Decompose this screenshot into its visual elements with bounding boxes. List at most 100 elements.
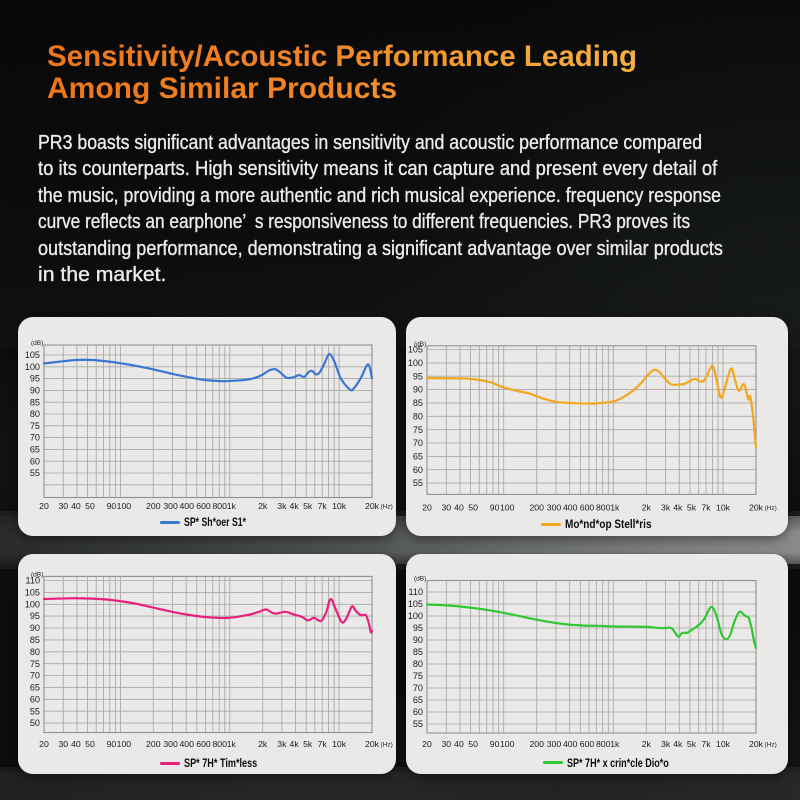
svg-text:50: 50 (85, 501, 95, 511)
svg-text:50: 50 (468, 503, 478, 513)
svg-text:70: 70 (30, 671, 40, 681)
svg-text:10k: 10k (332, 501, 347, 511)
svg-text:200: 200 (529, 503, 544, 513)
svg-text:55: 55 (413, 719, 423, 729)
svg-text:55: 55 (413, 478, 423, 488)
svg-text:(dB): (dB) (414, 576, 426, 583)
svg-text:65: 65 (413, 695, 423, 705)
svg-text:7k: 7k (701, 503, 711, 513)
svg-text:100: 100 (500, 503, 515, 513)
svg-text:200: 200 (146, 739, 161, 749)
svg-text:2k: 2k (258, 501, 268, 511)
svg-text:80: 80 (413, 411, 423, 421)
svg-text:90: 90 (413, 635, 423, 645)
svg-text:110: 110 (409, 587, 424, 597)
svg-text:85: 85 (30, 397, 40, 407)
svg-text:(Hz): (Hz) (765, 742, 777, 749)
svg-text:95: 95 (413, 623, 423, 633)
svg-text:90: 90 (107, 501, 117, 511)
svg-text:2k: 2k (258, 739, 268, 749)
svg-text:90: 90 (490, 503, 500, 513)
svg-text:100: 100 (500, 739, 515, 749)
svg-text:3k: 3k (661, 503, 671, 513)
svg-text:20k: 20k (365, 739, 380, 749)
svg-text:90: 90 (413, 385, 423, 395)
svg-text:80: 80 (413, 659, 423, 669)
svg-text:75: 75 (413, 671, 423, 681)
svg-text:3k: 3k (661, 739, 671, 749)
svg-text:40: 40 (71, 739, 81, 749)
svg-text:75: 75 (413, 425, 423, 435)
svg-text:1k: 1k (227, 739, 237, 749)
svg-text:100: 100 (25, 362, 40, 372)
svg-text:5k: 5k (687, 739, 697, 749)
svg-text:300: 300 (163, 501, 178, 511)
svg-text:65: 65 (413, 452, 423, 462)
svg-text:5k: 5k (687, 503, 697, 513)
svg-text:200: 200 (529, 739, 544, 749)
svg-text:60: 60 (30, 694, 40, 704)
svg-text:95: 95 (30, 374, 40, 384)
svg-text:110: 110 (26, 576, 41, 586)
svg-text:55: 55 (30, 706, 40, 716)
svg-text:1k: 1k (610, 503, 620, 513)
svg-text:400: 400 (563, 503, 578, 513)
svg-text:4k: 4k (290, 739, 300, 749)
svg-text:4k: 4k (290, 501, 300, 511)
svg-text:90: 90 (107, 739, 117, 749)
svg-text:30: 30 (441, 739, 451, 749)
svg-text:600: 600 (196, 739, 211, 749)
svg-text:10k: 10k (716, 503, 731, 513)
svg-text:(Hz): (Hz) (381, 504, 393, 511)
svg-text:70: 70 (413, 683, 423, 693)
svg-text:50: 50 (468, 739, 478, 749)
svg-text:70: 70 (413, 438, 423, 448)
svg-text:100: 100 (408, 611, 423, 621)
svg-text:85: 85 (30, 635, 40, 645)
svg-text:3k: 3k (277, 501, 287, 511)
svg-text:90: 90 (30, 386, 40, 396)
svg-text:600: 600 (580, 503, 595, 513)
svg-text:20: 20 (422, 739, 432, 749)
svg-text:300: 300 (547, 739, 562, 749)
svg-text:7k: 7k (318, 739, 328, 749)
svg-text:40: 40 (71, 501, 81, 511)
svg-text:40: 40 (454, 503, 464, 513)
svg-text:400: 400 (179, 739, 194, 749)
svg-text:75: 75 (30, 659, 40, 669)
svg-text:600: 600 (580, 739, 595, 749)
svg-text:20: 20 (422, 503, 432, 513)
svg-text:400: 400 (179, 501, 194, 511)
svg-text:30: 30 (58, 501, 68, 511)
svg-text:65: 65 (30, 683, 40, 693)
svg-text:40: 40 (454, 739, 464, 749)
svg-text:5k: 5k (303, 501, 313, 511)
svg-text:20k: 20k (749, 503, 764, 513)
svg-text:(Hz): (Hz) (765, 505, 777, 512)
svg-text:70: 70 (30, 433, 40, 443)
svg-text:60: 60 (413, 465, 423, 475)
svg-text:95: 95 (413, 371, 423, 381)
svg-text:60: 60 (413, 707, 423, 717)
svg-text:105: 105 (25, 350, 40, 360)
svg-text:10k: 10k (332, 739, 347, 749)
svg-text:1k: 1k (610, 739, 620, 749)
svg-text:800: 800 (212, 739, 227, 749)
svg-text:20k: 20k (365, 501, 380, 511)
svg-text:50: 50 (85, 739, 95, 749)
svg-text:(Hz): (Hz) (381, 741, 393, 748)
svg-text:3k: 3k (277, 739, 287, 749)
svg-text:4k: 4k (673, 739, 683, 749)
svg-text:7k: 7k (318, 501, 328, 511)
svg-text:30: 30 (58, 739, 68, 749)
svg-text:4k: 4k (673, 503, 683, 513)
svg-text:100: 100 (117, 739, 132, 749)
svg-text:105: 105 (25, 588, 40, 598)
svg-text:80: 80 (30, 409, 40, 419)
svg-text:2k: 2k (642, 739, 652, 749)
svg-text:75: 75 (30, 421, 40, 431)
svg-text:2k: 2k (642, 503, 652, 513)
svg-text:300: 300 (163, 739, 178, 749)
svg-text:65: 65 (30, 445, 40, 455)
svg-text:95: 95 (30, 611, 40, 621)
